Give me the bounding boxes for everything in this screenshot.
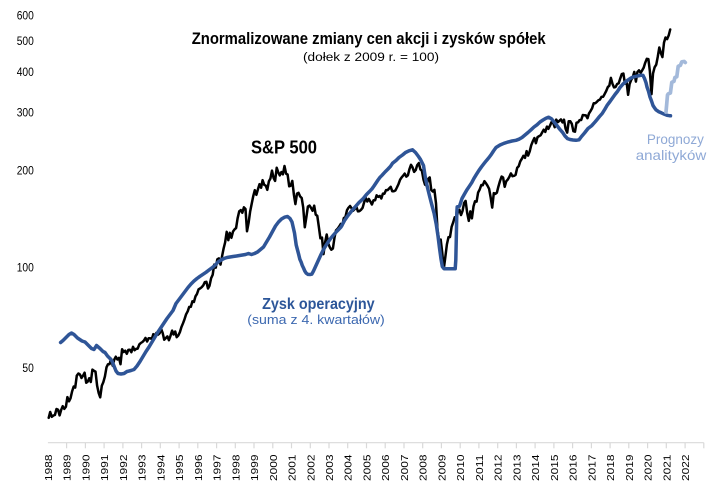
svg-text:S&P 500: S&P 500 — [251, 137, 317, 157]
svg-text:1994: 1994 — [155, 454, 167, 481]
svg-text:600: 600 — [17, 10, 34, 22]
svg-text:analityków: analityków — [636, 147, 707, 163]
svg-text:1996: 1996 — [193, 454, 205, 481]
svg-text:1995: 1995 — [174, 454, 186, 481]
svg-text:2005: 2005 — [362, 454, 374, 481]
svg-text:2004: 2004 — [343, 454, 355, 481]
svg-text:2016: 2016 — [568, 454, 580, 481]
svg-text:2010: 2010 — [455, 454, 467, 481]
svg-text:200: 200 — [17, 166, 34, 178]
svg-text:2002: 2002 — [305, 454, 317, 481]
svg-text:2003: 2003 — [324, 454, 336, 481]
svg-text:1988: 1988 — [43, 454, 55, 481]
svg-text:Zysk operacyjny: Zysk operacyjny — [262, 296, 375, 313]
svg-text:100: 100 — [17, 263, 34, 275]
svg-text:2006: 2006 — [380, 454, 392, 481]
svg-text:2013: 2013 — [511, 454, 523, 481]
svg-text:Znormalizowane zmiany cen akcj: Znormalizowane zmiany cen akcji i zysków… — [192, 29, 546, 48]
svg-text:2011: 2011 — [474, 454, 486, 481]
svg-text:2020: 2020 — [643, 454, 655, 481]
svg-text:2021: 2021 — [661, 454, 673, 481]
svg-text:1998: 1998 — [230, 454, 242, 481]
svg-text:(suma z 4. kwartałów): (suma z 4. kwartałów) — [247, 312, 385, 327]
svg-text:2015: 2015 — [549, 454, 561, 481]
svg-text:400: 400 — [17, 67, 34, 79]
svg-text:Prognozy: Prognozy — [647, 131, 704, 147]
svg-text:2017: 2017 — [586, 454, 598, 481]
svg-text:1999: 1999 — [249, 454, 261, 481]
svg-text:1990: 1990 — [80, 454, 92, 481]
svg-text:2012: 2012 — [493, 454, 505, 481]
svg-text:2001: 2001 — [287, 454, 299, 481]
svg-text:2008: 2008 — [418, 454, 430, 481]
svg-text:1992: 1992 — [118, 454, 130, 481]
svg-text:2009: 2009 — [436, 454, 448, 481]
svg-text:50: 50 — [22, 363, 33, 375]
svg-text:2022: 2022 — [680, 454, 692, 481]
svg-text:2007: 2007 — [399, 454, 411, 481]
svg-text:500: 500 — [17, 36, 34, 48]
svg-text:300: 300 — [17, 107, 34, 119]
svg-text:2018: 2018 — [605, 454, 617, 481]
svg-text:1997: 1997 — [212, 454, 224, 481]
svg-text:2000: 2000 — [268, 454, 280, 481]
svg-text:1991: 1991 — [99, 454, 111, 481]
svg-text:1993: 1993 — [137, 454, 149, 481]
svg-text:2019: 2019 — [624, 454, 636, 481]
svg-text:2014: 2014 — [530, 454, 542, 481]
svg-text:(dołek z 2009 r. = 100): (dołek z 2009 r. = 100) — [303, 52, 439, 64]
svg-text:1989: 1989 — [62, 454, 74, 481]
